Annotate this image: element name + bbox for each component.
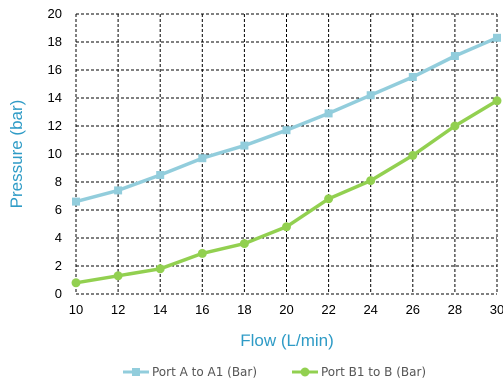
data-point	[71, 278, 81, 288]
y-axis-title: Pressure (bar)	[7, 100, 26, 209]
x-tick-label: 16	[195, 302, 209, 317]
data-point	[113, 271, 123, 281]
data-point	[240, 141, 249, 150]
y-tick-label: 12	[48, 118, 62, 133]
series-1	[72, 33, 501, 206]
data-point	[366, 91, 375, 100]
data-point	[450, 52, 459, 60]
series-layer	[71, 33, 502, 288]
x-tick-label: 12	[111, 302, 125, 317]
data-point	[493, 33, 501, 42]
data-point	[72, 197, 80, 206]
legend: Port A to A1 (Bar) Port B1 to B (Bar)	[123, 365, 426, 379]
legend-marker	[300, 367, 310, 377]
y-tick-label: 0	[55, 286, 62, 301]
legend-label: Port A to A1 (Bar)	[152, 365, 257, 379]
data-point	[282, 126, 291, 135]
data-point	[282, 222, 291, 232]
x-tick-label: 30	[490, 302, 503, 317]
y-tick-label: 8	[55, 174, 62, 189]
y-tick-label: 20	[48, 6, 62, 21]
legend-item: Port B1 to B (Bar)	[292, 365, 426, 379]
grid-lines	[75, 13, 498, 295]
x-tick-label: 26	[406, 302, 420, 317]
data-point	[239, 239, 249, 249]
x-tick-label: 10	[69, 302, 83, 317]
data-point	[324, 194, 334, 204]
y-axis-ticks: 0 2 4 6 8 10 12 14 16 18 20	[48, 6, 62, 301]
data-point	[324, 109, 333, 118]
y-tick-label: 14	[48, 90, 62, 105]
x-tick-label: 28	[448, 302, 462, 317]
data-point	[492, 96, 502, 106]
x-tick-label: 18	[237, 302, 251, 317]
legend-label: Port B1 to B (Bar)	[321, 365, 426, 379]
x-axis-ticks: 10 12 14 16 18 20 22 24 26 28 30	[69, 302, 503, 317]
data-point	[408, 150, 418, 160]
y-tick-label: 4	[55, 230, 62, 245]
y-tick-label: 18	[48, 34, 62, 49]
x-tick-label: 22	[321, 302, 335, 317]
x-tick-label: 24	[363, 302, 377, 317]
data-point	[408, 73, 417, 81]
data-point	[114, 186, 123, 195]
legend-marker	[132, 368, 140, 376]
data-point	[366, 176, 376, 186]
data-point	[450, 121, 460, 131]
data-point	[197, 248, 207, 258]
x-tick-label: 20	[279, 302, 293, 317]
legend-item: Port A to A1 (Bar)	[123, 365, 257, 379]
series-2	[71, 96, 502, 288]
x-axis-title: Flow (L/min)	[240, 331, 334, 350]
y-tick-label: 6	[55, 202, 62, 217]
y-tick-label: 10	[48, 146, 62, 161]
data-point	[156, 171, 165, 179]
data-point	[198, 154, 207, 163]
y-tick-label: 16	[48, 62, 62, 77]
data-point	[155, 264, 165, 274]
x-tick-label: 14	[153, 302, 167, 317]
y-tick-label: 2	[55, 258, 62, 273]
